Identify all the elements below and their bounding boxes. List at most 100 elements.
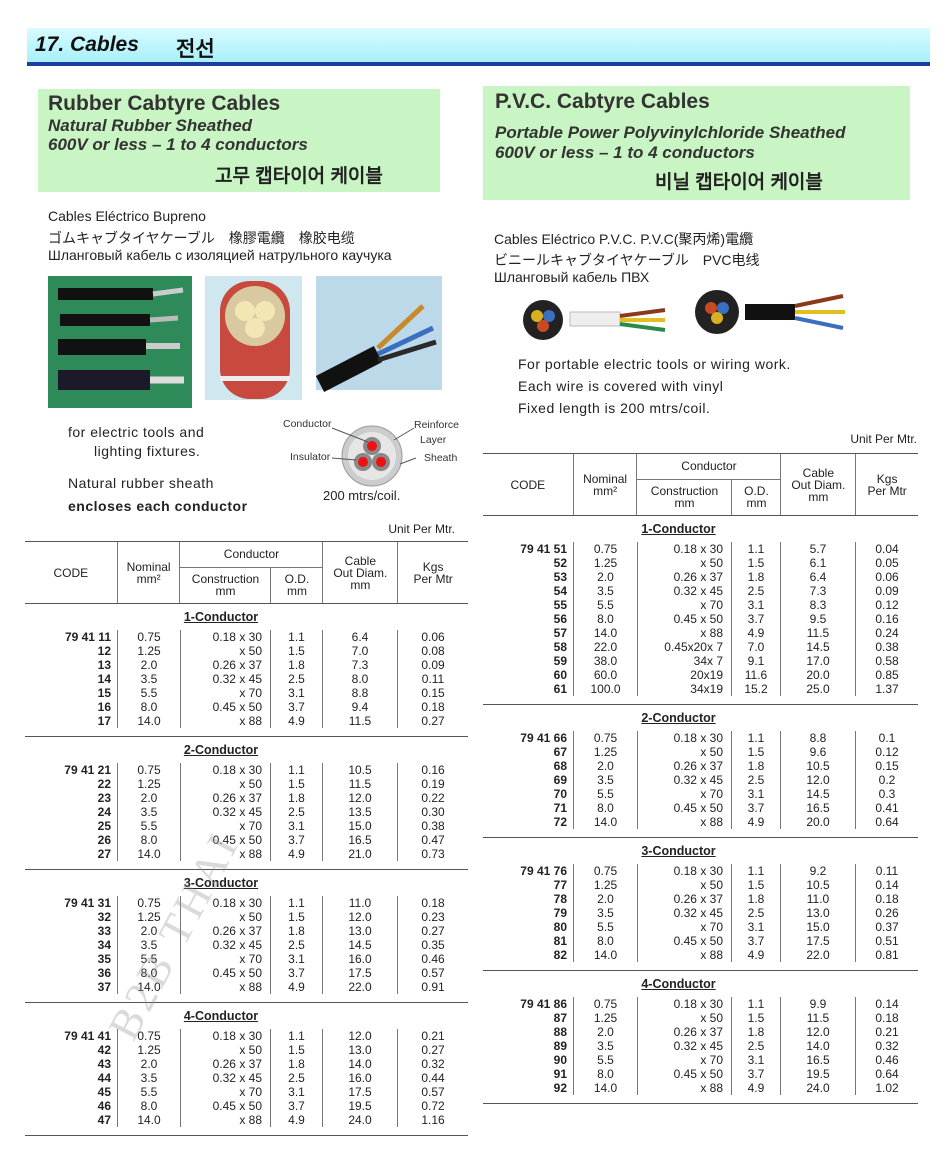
table-row: 24 3.5 0.32 x 45 2.5 13.5 0.30 [25, 805, 468, 819]
table-cell: 42 [97, 1043, 111, 1057]
product-name: ゴムキャブタイヤケーブル 橡膠電纜 橡胶电缆 [48, 230, 355, 246]
table-cell: 0.45 x 50 [637, 1067, 731, 1081]
table-cell: 80 [553, 920, 567, 934]
table-row: 68 2.0 0.26 x 37 1.8 10.5 0.15 [483, 759, 918, 773]
table-group: 1-Conductor 79 41 11 0.75 0.18 x 30 1.1 6.4 0.… [25, 604, 468, 737]
table-cell: 0.26 x 37 [637, 892, 731, 906]
table-cell: 1.8 [731, 1025, 780, 1039]
table-row: 43 2.0 0.26 x 37 1.8 14.0 0.32 [25, 1057, 468, 1071]
table-cell: 0.37 [855, 920, 918, 934]
table-row: 61 100.0 34x19 15.2 25.0 1.37 [483, 682, 918, 696]
table-cell: 0.18 x 30 [180, 630, 270, 644]
table-cell: 12.0 [322, 910, 397, 924]
table-cell: x 70 [180, 1085, 270, 1099]
section-title: Rubber Cabtyre Cables [48, 92, 281, 115]
table-cell: 0.21 [855, 1025, 918, 1039]
table-cell: 0.45 x 50 [180, 966, 270, 980]
table-cell: x 50 [180, 910, 270, 924]
table-cell: 56 [553, 612, 567, 626]
table-group: 2-Conductor 79 41 21 0.75 0.18 x 30 1.1 10.5 0… [25, 737, 468, 870]
header-subrow: Construction mm O.D. mm [637, 479, 780, 515]
description: Natural rubber sheath [68, 475, 214, 491]
table-cell: 16.0 [322, 1071, 397, 1085]
table-cell: 17.5 [322, 1085, 397, 1099]
header-text: mm [286, 584, 307, 599]
description: for electric tools and [68, 424, 205, 440]
table-cell: 1.25 [573, 1011, 637, 1025]
table-cell: 17.5 [780, 934, 855, 948]
table-cell: 3.5 [573, 584, 637, 598]
table-cell: 11.5 [322, 714, 397, 728]
table-cell: 0.46 [855, 1053, 918, 1067]
section-title-kr: 비닐 캡타이어 케이블 [655, 172, 823, 193]
table-cell: 15.2 [731, 682, 780, 696]
header-text: Cable [802, 465, 835, 480]
table-cell: 5.5 [573, 1053, 637, 1067]
table-cell: x 88 [180, 714, 270, 728]
table-cell: 4.9 [731, 948, 780, 962]
header-cell: Cable Out Diam. mm [780, 454, 855, 515]
group-title: 2-Conductor [183, 743, 259, 757]
table-cell: 6.4 [322, 630, 397, 644]
table-cell: 27 [97, 847, 111, 861]
page-title: 17. Cables [35, 33, 139, 56]
table-row: 78 2.0 0.26 x 37 1.8 11.0 0.18 [483, 892, 918, 906]
table-cell: 0.32 [397, 1057, 468, 1071]
table-row: 14 3.5 0.32 x 45 2.5 8.0 0.11 [25, 672, 468, 686]
table-cell: 2.0 [573, 759, 637, 773]
table-row: 15 5.5 x 70 3.1 8.8 0.15 [25, 686, 468, 700]
table-cell: 0.14 [855, 997, 918, 1011]
table-cell: 46 [97, 1099, 111, 1113]
table-cell: 71 [553, 801, 567, 815]
table-cell: 2.0 [573, 570, 637, 584]
table-cell: 1.5 [270, 644, 322, 658]
table-cell: 0.11 [397, 672, 468, 686]
table-cell: 2.5 [270, 1071, 322, 1085]
table-cell: 69 [553, 773, 567, 787]
section-subtitle: 600V or less – 1 to 4 conductors [48, 135, 308, 154]
table-cell: 0.18 x 30 [180, 1029, 270, 1043]
table-cell: 5.5 [117, 686, 180, 700]
table-cell: 14.0 [322, 1057, 397, 1071]
table-cell: 8.0 [573, 934, 637, 948]
table-row: 56 8.0 0.45 x 50 3.7 9.5 0.16 [483, 612, 918, 626]
table-cell: 0.47 [397, 833, 468, 847]
table-cell: x 70 [637, 920, 731, 934]
description: lighting fixtures. [94, 443, 201, 459]
table-cell: 2.0 [117, 924, 180, 938]
product-photos [523, 290, 845, 340]
table-cell: 3.1 [731, 920, 780, 934]
description: Fixed length is 200 mtrs/coil. [518, 400, 711, 416]
header-cell: Construction mm [637, 480, 731, 515]
header-cell: Nominal mm² [572, 454, 637, 515]
table-cell: 1.1 [731, 864, 780, 878]
table-cell: 8.3 [780, 598, 855, 612]
table-cell: 1.8 [731, 892, 780, 906]
table-cell: 0.09 [855, 584, 918, 598]
table-cell: 22.0 [573, 640, 637, 654]
table-cell: 3.5 [117, 672, 180, 686]
table-group: 4-Conductor 79 41 86 0.75 0.18 x 30 1.1 9.9 0.… [483, 971, 918, 1103]
table-cell: 3.7 [270, 1099, 322, 1113]
header-text: mm [746, 496, 767, 511]
table-row: 47 14.0 x 88 4.9 24.0 1.16 [25, 1113, 468, 1127]
table-row: 34 3.5 0.32 x 45 2.5 14.5 0.35 [25, 938, 468, 952]
table-cell: 0.32 x 45 [180, 805, 270, 819]
table-cell: 92 [553, 1081, 567, 1095]
table-cell: 0.27 [397, 1043, 468, 1057]
table-cell: 79 41 66 [520, 731, 567, 745]
table-cell: 3.7 [731, 801, 780, 815]
table-cell: 12.0 [322, 1029, 397, 1043]
product-name: Cables Eléctrico Bupreno [48, 208, 206, 224]
table-cell: 79 [553, 906, 567, 920]
diagram-label: Insulator [290, 451, 331, 463]
table-cell: 0.75 [573, 542, 637, 556]
table-cell: 2.5 [731, 906, 780, 920]
table-cell: 4.9 [270, 714, 322, 728]
table-cell: 3.7 [270, 966, 322, 980]
table-cell: 0.3 [855, 787, 918, 801]
table-cell: 3.5 [117, 805, 180, 819]
table-cell: 1.25 [117, 644, 180, 658]
table-group: 3-Conductor 79 41 31 0.75 0.18 x 30 1.1 11.0 0… [25, 870, 468, 1003]
